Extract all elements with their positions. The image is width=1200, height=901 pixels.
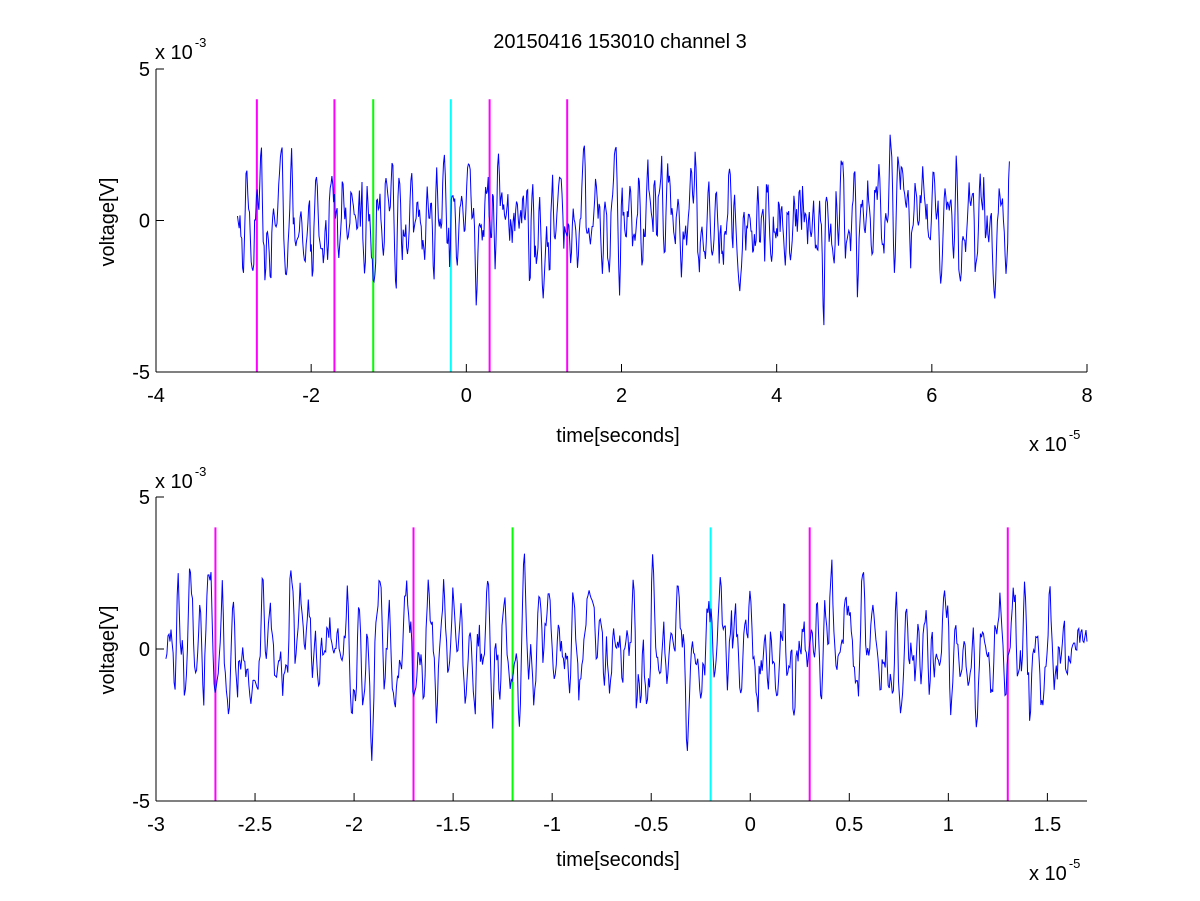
x-tick-label: -2 <box>302 385 320 407</box>
series-group <box>165 553 1088 761</box>
y-multiplier-base: x 10 <box>155 471 193 493</box>
x-tick-labels: -3 -2.5 -2 -1.5 -1 -0.5 0 0.5 1 1.5 <box>147 793 1061 836</box>
x-multiplier-exponent: -5 <box>1069 856 1081 871</box>
x-multiplier-exponent: -5 <box>1069 427 1081 442</box>
x-tick-label: -2.5 <box>238 814 272 836</box>
chart-title: 20150416 153010 channel 3 <box>493 31 747 53</box>
x-tick-label: 0 <box>745 814 756 836</box>
y-tick-label: 5 <box>139 59 150 81</box>
x-tick-label: 1 <box>943 814 954 836</box>
y-tick-labels: -5 0 5 <box>132 59 164 384</box>
x-tick-label: -4 <box>147 385 165 407</box>
x-tick-label: -1.5 <box>436 814 470 836</box>
x-tick-label: 6 <box>926 385 937 407</box>
x-tick-label: 2 <box>616 385 627 407</box>
x-multiplier-base: x 10 <box>1029 434 1067 456</box>
x-tick-labels: -4 -2 0 2 4 6 8 <box>147 364 1093 407</box>
x-multiplier: x 10 -5 <box>1029 856 1080 885</box>
event-markers <box>214 527 1009 801</box>
y-tick-label: -5 <box>132 791 150 813</box>
x-tick-label: -0.5 <box>634 814 668 836</box>
y-multiplier-base: x 10 <box>155 42 193 64</box>
series-group <box>237 134 1010 326</box>
x-tick-label: 1.5 <box>1033 814 1061 836</box>
y-tick-label: 5 <box>139 487 150 509</box>
x-tick-label: 0.5 <box>835 814 863 836</box>
x-axis-label: time[seconds] <box>556 849 679 871</box>
x-tick-label: 0 <box>461 385 472 407</box>
y-axis-label: voltage[V] <box>97 606 119 695</box>
y-tick-label: 0 <box>139 211 150 233</box>
y-tick-label: -5 <box>132 362 150 384</box>
x-tick-label: -1 <box>543 814 561 836</box>
y-multiplier-exponent: -3 <box>195 464 207 479</box>
x-multiplier: x 10 -5 <box>1029 427 1080 456</box>
bottom-subplot: -3 -2.5 -2 -1.5 -1 -0.5 0 0.5 1 1.5 -5 0 5 time[sec… <box>97 464 1088 885</box>
y-tick-label: 0 <box>139 639 150 661</box>
y-multiplier-exponent: -3 <box>195 35 207 50</box>
x-tick-label: -3 <box>147 814 165 836</box>
x-tick-label: 8 <box>1081 385 1092 407</box>
voltage-series-line <box>165 553 1088 761</box>
y-tick-labels: -5 0 5 <box>132 487 164 813</box>
x-axis-label: time[seconds] <box>556 425 679 447</box>
y-multiplier: x 10 -3 <box>155 35 206 64</box>
y-multiplier: x 10 -3 <box>155 464 206 493</box>
x-tick-label: -2 <box>345 814 363 836</box>
top-subplot: 20150416 153010 channel 3 -4 -2 0 2 4 6 8 -5 0 5… <box>97 31 1093 456</box>
voltage-series-line <box>237 134 1010 326</box>
x-tick-label: 4 <box>771 385 782 407</box>
y-axis-label: voltage[V] <box>97 178 119 267</box>
x-multiplier-base: x 10 <box>1029 863 1067 885</box>
